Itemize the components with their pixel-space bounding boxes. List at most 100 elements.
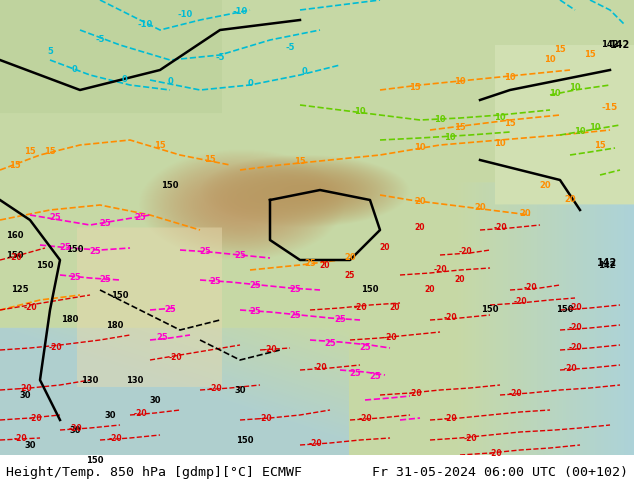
- Text: 15: 15: [504, 119, 516, 127]
- Text: 15: 15: [24, 147, 36, 156]
- Text: -20: -20: [383, 333, 397, 342]
- Text: 10: 10: [494, 139, 506, 147]
- Text: -20: -20: [308, 439, 322, 447]
- Text: -20: -20: [568, 303, 582, 313]
- Text: -10: -10: [178, 10, 193, 20]
- Text: 10: 10: [414, 144, 426, 152]
- Text: 150: 150: [111, 291, 129, 299]
- Text: -10: -10: [138, 21, 153, 29]
- Text: 15: 15: [594, 141, 606, 149]
- Text: -20: -20: [8, 253, 22, 263]
- Text: 25: 25: [349, 368, 361, 377]
- Text: -10: -10: [233, 7, 248, 17]
- Text: 30: 30: [19, 391, 31, 399]
- Text: 25: 25: [304, 259, 316, 268]
- Text: 15: 15: [44, 147, 56, 156]
- Text: -20: -20: [13, 434, 27, 442]
- Text: 142: 142: [598, 261, 616, 270]
- Text: 30: 30: [104, 411, 116, 419]
- Text: 10: 10: [504, 74, 516, 82]
- Text: 0: 0: [122, 75, 128, 84]
- Text: -20: -20: [353, 303, 367, 313]
- Text: -20: -20: [523, 284, 537, 293]
- Text: 25: 25: [99, 275, 111, 285]
- Text: 10: 10: [494, 113, 506, 122]
- Text: -20: -20: [563, 364, 577, 372]
- Text: 10: 10: [589, 123, 601, 132]
- Text: 25: 25: [345, 270, 355, 279]
- Text: 10: 10: [454, 77, 466, 87]
- Text: 10: 10: [549, 89, 561, 98]
- Text: 25: 25: [369, 371, 381, 381]
- Text: 25: 25: [289, 312, 301, 320]
- Text: 150: 150: [161, 180, 179, 190]
- Text: -20: -20: [23, 303, 37, 313]
- Text: -20: -20: [48, 343, 61, 352]
- Text: 10: 10: [444, 132, 456, 142]
- Text: -20: -20: [568, 323, 582, 333]
- Text: 142: 142: [610, 40, 630, 50]
- Text: -20: -20: [358, 414, 372, 422]
- Text: 20: 20: [390, 303, 400, 313]
- Text: 10: 10: [574, 127, 586, 137]
- Text: 20: 20: [415, 223, 425, 232]
- Text: 0: 0: [167, 77, 173, 87]
- Text: -20: -20: [493, 223, 507, 232]
- Text: 25: 25: [289, 285, 301, 294]
- Text: -20: -20: [458, 247, 472, 256]
- Text: 30: 30: [69, 425, 81, 435]
- Text: 20: 20: [414, 197, 426, 206]
- Text: 142: 142: [601, 41, 619, 49]
- Text: 20: 20: [425, 286, 436, 294]
- Text: 20: 20: [519, 209, 531, 218]
- Text: 15: 15: [454, 122, 466, 131]
- Text: 20: 20: [564, 196, 576, 204]
- Text: 150: 150: [66, 245, 84, 254]
- Text: 25: 25: [156, 333, 168, 342]
- Text: 150: 150: [236, 436, 254, 444]
- Text: 25: 25: [359, 343, 371, 351]
- Text: 25: 25: [324, 339, 336, 347]
- Text: 25: 25: [234, 251, 246, 261]
- Text: 30: 30: [234, 386, 246, 394]
- Text: 25: 25: [249, 280, 261, 290]
- Text: 0: 0: [72, 66, 78, 74]
- Text: -20: -20: [568, 343, 582, 352]
- Text: 5: 5: [47, 48, 53, 56]
- Text: 25: 25: [334, 316, 346, 324]
- Text: 25: 25: [199, 247, 211, 256]
- Text: -20: -20: [108, 434, 122, 442]
- Text: 150: 150: [361, 286, 378, 294]
- Text: 130: 130: [81, 375, 99, 385]
- Text: 150: 150: [481, 305, 499, 315]
- Text: 125: 125: [11, 286, 29, 294]
- Text: 20: 20: [474, 203, 486, 213]
- Text: 10: 10: [544, 55, 556, 65]
- Text: 25: 25: [209, 276, 221, 286]
- Text: 15: 15: [409, 83, 421, 93]
- Text: 10: 10: [569, 83, 581, 93]
- Text: -20: -20: [443, 414, 457, 422]
- Text: 150: 150: [86, 456, 104, 465]
- Text: 180: 180: [107, 320, 124, 329]
- Text: 20: 20: [344, 253, 356, 263]
- Text: 25: 25: [134, 213, 146, 221]
- Text: -20: -20: [133, 409, 147, 417]
- Text: 20: 20: [455, 275, 465, 285]
- Text: 130: 130: [126, 375, 144, 385]
- Text: 25: 25: [164, 305, 176, 315]
- Text: -20: -20: [313, 363, 327, 371]
- Text: -20: -20: [208, 384, 222, 392]
- Text: 142: 142: [597, 258, 617, 268]
- Text: 25: 25: [59, 243, 71, 251]
- Text: 20: 20: [380, 244, 391, 252]
- Text: -20: -20: [258, 414, 272, 422]
- Text: Height/Temp. 850 hPa [gdmp][°C] ECMWF: Height/Temp. 850 hPa [gdmp][°C] ECMWF: [6, 466, 302, 479]
- Text: -20: -20: [408, 389, 422, 397]
- Text: -20: -20: [28, 414, 42, 422]
- Text: -5: -5: [285, 44, 295, 52]
- Text: 10: 10: [354, 107, 366, 117]
- Text: -20: -20: [68, 423, 82, 433]
- Text: 20: 20: [320, 261, 330, 270]
- Text: -5: -5: [95, 35, 105, 45]
